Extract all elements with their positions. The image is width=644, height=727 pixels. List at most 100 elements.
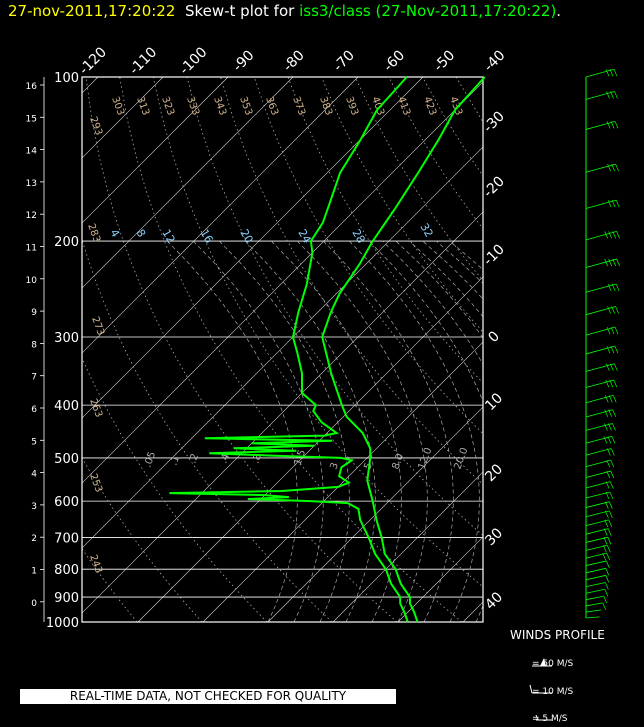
- plot-body: [82, 77, 483, 622]
- wind-barb-feather: [610, 448, 615, 456]
- wind-barb-feather: [602, 552, 607, 561]
- pressure-tick-label: 800: [54, 563, 79, 578]
- pressure-tick-label: 200: [54, 235, 79, 250]
- wind-barb-feather: [612, 231, 617, 239]
- wind-barb-feather: [604, 589, 609, 597]
- height-tick-label: 7: [31, 373, 37, 383]
- wind-barb-feather: [614, 326, 619, 335]
- wind-barb-feather: [611, 200, 616, 208]
- title-end: .: [556, 2, 562, 20]
- moist-adiabat-label: 24: [295, 227, 313, 246]
- dewpoint-profile-line: [169, 76, 409, 623]
- wind-key-10-label: = 10 M/S: [532, 687, 574, 697]
- pressure-tick-label: 600: [54, 495, 79, 510]
- title-date: 27-nov-2011,17:20:22: [8, 2, 176, 20]
- wind-barb-staff: [585, 491, 610, 499]
- moist-adiabat-label: 20: [237, 227, 255, 246]
- wind-barb-feather: [608, 395, 613, 403]
- wind-barb-feather: [615, 306, 619, 314]
- wind-barb-feather: [615, 283, 620, 292]
- wind-barb-feather: [607, 537, 612, 545]
- wind-barb-feather: [611, 436, 616, 444]
- wind-barb-feather: [605, 501, 609, 509]
- wind-barb-staff: [585, 435, 612, 444]
- wind-barb-staff: [585, 345, 615, 355]
- isotherm-line: [332, 471, 483, 622]
- wind-barb-staff: [585, 567, 606, 574]
- pressure-tick-label: 300: [54, 331, 79, 346]
- wind-barb-feather: [604, 409, 608, 417]
- wind-barb-staff: [585, 481, 611, 489]
- wind-barb-feather: [607, 306, 611, 314]
- wind-barb-feather: [611, 306, 615, 314]
- wind-barb-staff: [585, 91, 615, 100]
- height-tick-label: 6: [31, 405, 37, 415]
- wind-barb-feather: [604, 395, 609, 403]
- wind-barb-feather: [604, 423, 608, 431]
- wind-barb-staff: [585, 588, 605, 594]
- isotherm-line: [137, 276, 483, 622]
- plot-frame: [81, 76, 484, 623]
- isotherm-line: [82, 81, 483, 484]
- isotherm-line: [82, 146, 483, 549]
- wind-key-50-label: = 50 M/S: [532, 659, 574, 669]
- wind-barb-feather: [609, 510, 613, 519]
- wind-barb-feather: [611, 283, 616, 292]
- height-tick-label: 16: [26, 82, 38, 92]
- wind-barb-feather: [609, 491, 614, 500]
- wind-key-10-feather: [529, 684, 533, 694]
- moist-adiabat-line: [219, 240, 350, 622]
- wind-barb-staff: [585, 163, 616, 173]
- wind-barb-feather: [615, 163, 619, 172]
- height-tick-label: 11: [26, 244, 37, 254]
- wind-barb-feather: [614, 121, 619, 129]
- mixing-ratio-label: 1.5: [292, 448, 308, 467]
- dry-adiabat-line: [82, 457, 203, 622]
- temperature-profile-line: [321, 76, 486, 623]
- wind-barb-staff: [585, 379, 614, 388]
- wind-barb-feather: [605, 568, 610, 576]
- isotherm-line: [82, 77, 424, 419]
- wind-barb-feather: [603, 528, 608, 536]
- wind-barb-staff: [585, 306, 616, 316]
- mixing-ratio-label: .1: [168, 454, 182, 467]
- wind-barb-staff: [585, 536, 608, 543]
- pressure-tick-label: 400: [54, 399, 79, 414]
- pressure-tick-label: 100: [54, 71, 79, 86]
- wind-barb-feather: [614, 91, 618, 99]
- height-tick-label: 5: [31, 437, 37, 447]
- wind-barb-feather: [613, 379, 618, 388]
- wind-barb-feather: [605, 510, 609, 519]
- height-tick-label: 15: [26, 114, 37, 124]
- wind-barb-feather: [608, 231, 613, 239]
- isotherm-line: [82, 211, 483, 614]
- dry-adiabat-line: [119, 77, 463, 622]
- moist-adiabat-label: 12: [159, 227, 177, 246]
- moist-adiabat-line: [245, 240, 376, 622]
- isotherm-line: [82, 77, 229, 224]
- moist-adiabat-label: 32: [417, 221, 435, 240]
- title-station: iss3/class (27-Nov-2011,17:20:22): [299, 2, 557, 20]
- moist-adiabat-label: 28: [349, 227, 367, 246]
- height-tick-label: 14: [26, 147, 38, 157]
- pressure-tick-label: 1000: [46, 616, 79, 631]
- height-tick-label: 10: [26, 276, 38, 286]
- wind-barb-feather: [610, 91, 614, 99]
- wind-barb-feather: [602, 545, 607, 553]
- wind-barb-feather: [603, 596, 608, 604]
- wind-barb-feather: [607, 163, 611, 172]
- wind-barb-feather: [610, 346, 615, 354]
- wind-barb-feather: [608, 258, 613, 267]
- wind-barb-feather: [616, 258, 621, 267]
- moist-adiabat-line: [297, 240, 428, 622]
- moist-adiabat-line: [271, 240, 402, 622]
- wind-barb-feather: [606, 121, 611, 129]
- wind-barb-feather: [606, 91, 610, 99]
- wind-barb-feather: [610, 459, 615, 468]
- height-tick-label: 1: [31, 567, 37, 577]
- wind-barb-feather: [604, 231, 609, 239]
- moist-adiabat-line: [193, 240, 324, 622]
- wind-barb-feather: [605, 363, 610, 371]
